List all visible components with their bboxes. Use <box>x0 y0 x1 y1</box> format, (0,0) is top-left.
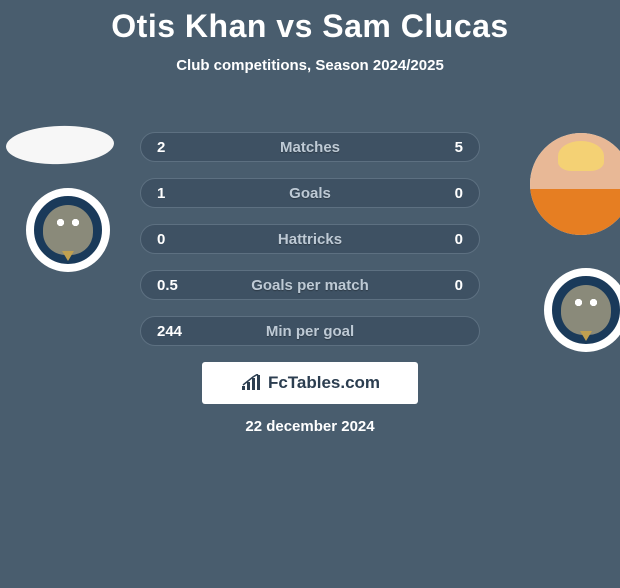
stat-left-value: 0 <box>157 231 197 248</box>
stat-row: 2 Matches 5 <box>140 132 480 162</box>
comparison-subtitle: Club competitions, Season 2024/2025 <box>0 57 620 74</box>
stat-right-value: 0 <box>423 277 463 294</box>
club-logo-left: Oldham Athletic <box>26 188 110 272</box>
owl-icon <box>561 285 611 335</box>
stat-row: 1 Goals 0 <box>140 178 480 208</box>
stat-label: Goals <box>197 185 423 202</box>
player-face-graphic <box>530 133 620 235</box>
club-logo-text-left: Oldham Athletic <box>41 190 94 196</box>
stat-right-value: 5 <box>423 139 463 156</box>
brand-attribution: FcTables.com <box>202 362 418 404</box>
stat-left-value: 244 <box>157 323 197 340</box>
stat-right-value: 0 <box>423 185 463 202</box>
chart-icon <box>240 374 262 392</box>
stat-left-value: 1 <box>157 185 197 202</box>
club-logo-text-right: Oldham Athletic <box>559 270 612 276</box>
player-left-photo <box>5 124 114 166</box>
stat-label: Hattricks <box>197 231 423 248</box>
comparison-date: 22 december 2024 <box>0 418 620 435</box>
stat-label: Matches <box>197 139 423 156</box>
stat-row: 0.5 Goals per match 0 <box>140 270 480 300</box>
stat-left-value: 2 <box>157 139 197 156</box>
stat-row: 0 Hattricks 0 <box>140 224 480 254</box>
owl-icon <box>43 205 93 255</box>
stat-label: Min per goal <box>197 323 423 340</box>
comparison-title: Otis Khan vs Sam Clucas <box>0 8 620 45</box>
stat-row: 244 Min per goal <box>140 316 480 346</box>
brand-text: FcTables.com <box>268 373 380 393</box>
stat-label: Goals per match <box>197 277 423 294</box>
stat-left-value: 0.5 <box>157 277 197 294</box>
club-logo-right: Oldham Athletic <box>544 268 620 352</box>
player-right-photo <box>530 133 620 235</box>
stat-right-value: 0 <box>423 231 463 248</box>
stats-container: 2 Matches 5 1 Goals 0 0 Hattricks 0 0.5 … <box>140 132 480 362</box>
